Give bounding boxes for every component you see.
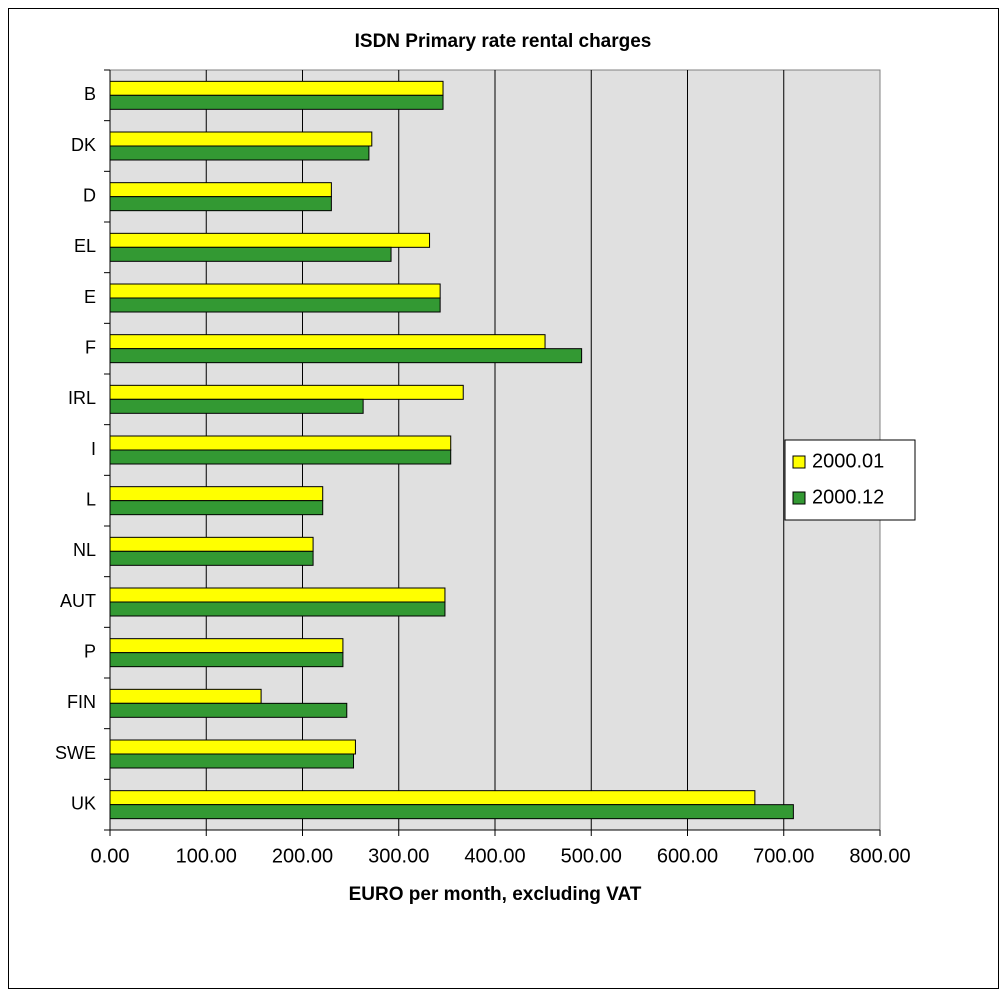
y-tick-label: P [84, 641, 96, 661]
bar [109, 753, 355, 769]
x-tick-label: 400.00 [464, 845, 525, 867]
bar [109, 486, 324, 502]
bar [109, 652, 344, 668]
bar [109, 80, 444, 96]
y-tick-label: L [86, 489, 96, 509]
chart-title: ISDN Primary rate rental charges [355, 31, 652, 52]
bar [109, 246, 392, 262]
bar [109, 435, 452, 451]
bar [109, 232, 431, 248]
bar [109, 145, 370, 161]
legend-swatch [792, 491, 806, 505]
y-tick-label: SWE [55, 743, 96, 763]
bar [109, 449, 452, 465]
bar [109, 196, 332, 212]
y-tick-label: EL [74, 236, 96, 256]
y-tick-label: I [91, 439, 96, 459]
y-tick-label: D [83, 185, 96, 205]
legend-box [784, 439, 916, 521]
bar [109, 739, 356, 755]
x-tick-label: 500.00 [561, 845, 622, 867]
y-tick-label: E [84, 287, 96, 307]
y-tick-label: UK [71, 793, 96, 813]
bar [109, 536, 314, 552]
legend-label: 2000.01 [812, 450, 884, 472]
y-tick-label: AUT [60, 591, 96, 611]
x-tick-label: 200.00 [272, 845, 333, 867]
bar [109, 601, 446, 617]
x-axis-label: EURO per month, excluding VAT [349, 884, 642, 905]
bar [109, 398, 364, 414]
bar [109, 182, 332, 198]
x-tick-label: 300.00 [368, 845, 429, 867]
y-tick-label: F [85, 337, 96, 357]
y-tick-label: IRL [68, 388, 96, 408]
bar [109, 384, 464, 400]
bar [109, 283, 441, 299]
y-tick-label: NL [73, 540, 96, 560]
x-tick-label: 700.00 [753, 845, 814, 867]
x-tick-label: 100.00 [176, 845, 237, 867]
bar [109, 587, 446, 603]
bar [109, 790, 756, 806]
bar [109, 131, 373, 147]
x-tick-label: 600.00 [657, 845, 718, 867]
bar [109, 688, 262, 704]
y-tick-label: DK [71, 135, 96, 155]
x-tick-label: 800.00 [849, 845, 910, 867]
bar [109, 702, 348, 718]
x-tick-label: 0.00 [91, 845, 130, 867]
bar [109, 297, 441, 313]
bar [109, 638, 344, 654]
bar [109, 804, 794, 820]
y-tick-label: FIN [67, 692, 96, 712]
bar [109, 348, 583, 364]
bar [109, 500, 324, 516]
legend-label: 2000.12 [812, 486, 884, 508]
bar [109, 334, 546, 350]
bar [109, 550, 314, 566]
bar [109, 94, 444, 110]
legend-swatch [792, 455, 806, 469]
y-tick-label: B [84, 84, 96, 104]
